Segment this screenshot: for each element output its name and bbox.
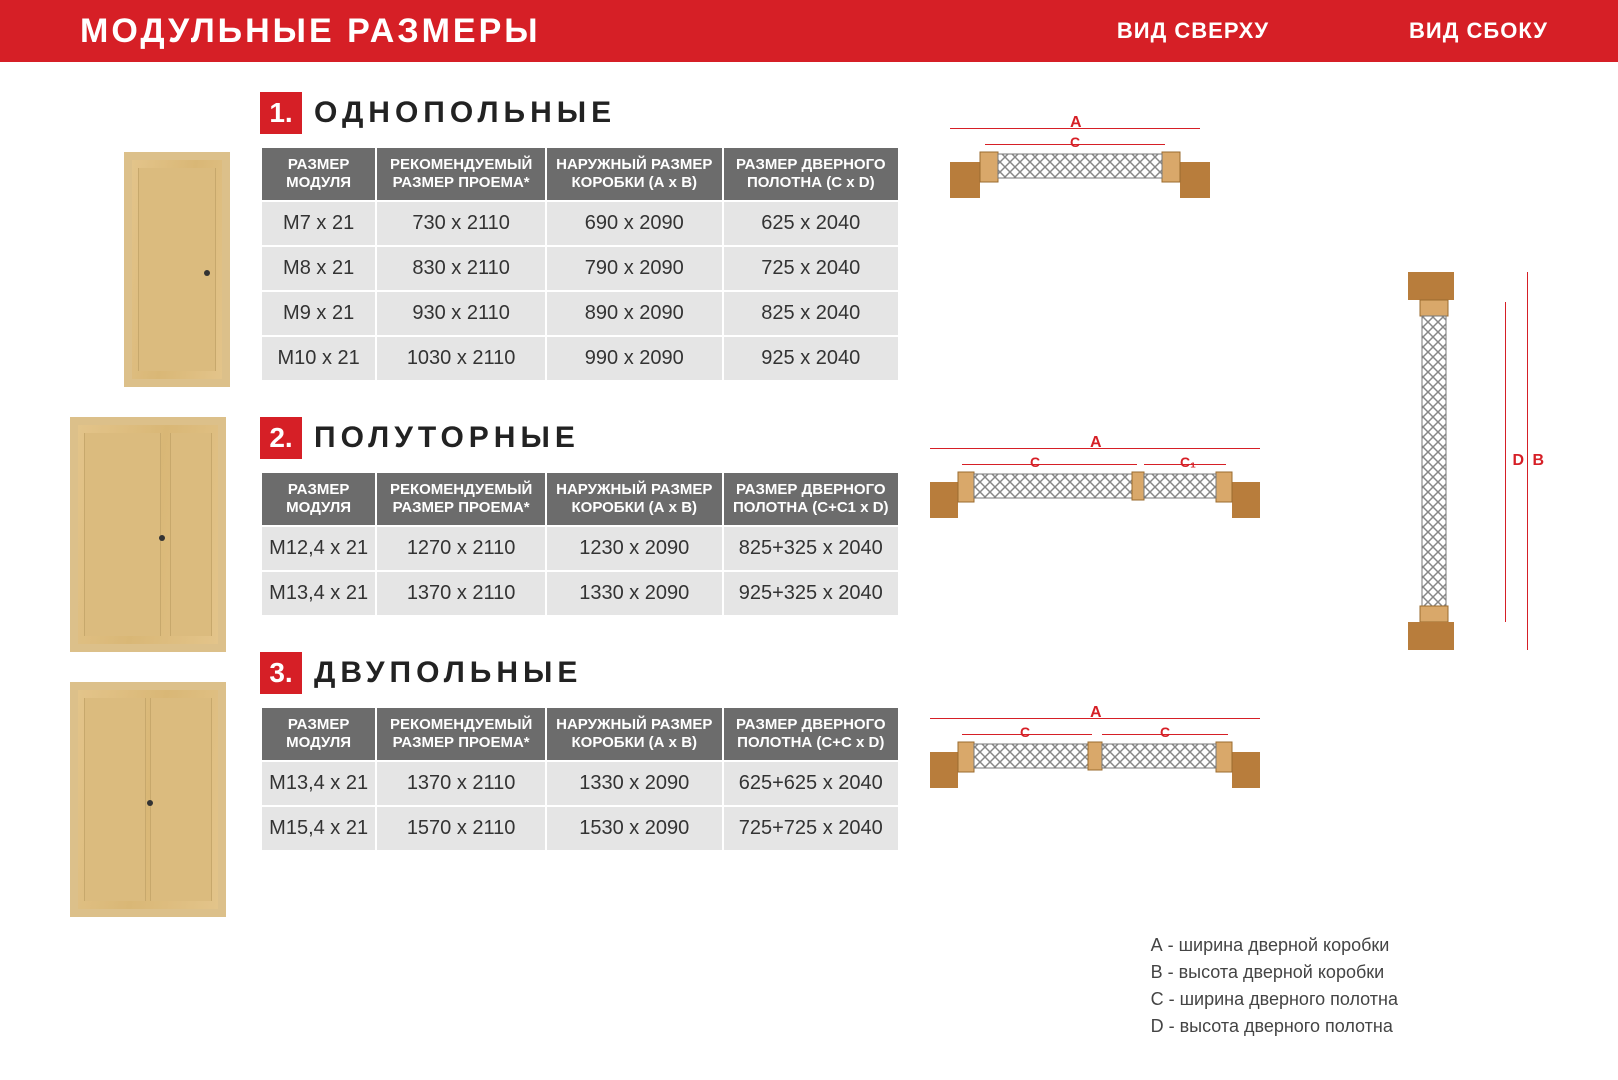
cross-section-double: A C C <box>930 732 1270 797</box>
section-3: 3. ДВУПОЛЬНЫЕ РАЗМЕР МОДУЛЯРЕКОМЕНДУЕМЫЙ Р… <box>260 652 900 852</box>
table-header: НАРУЖНЫЙ РАЗМЕР КОРОБКИ (А х В) <box>547 708 722 760</box>
legend-a: А - ширина дверной коробки <box>1151 932 1398 959</box>
table-cell: 725+725 х 2040 <box>724 807 898 850</box>
section-number: 3. <box>260 652 302 694</box>
legend-d: D - высота дверного полотна <box>1151 1013 1398 1040</box>
door-single-icon <box>124 152 230 387</box>
tables-column: 1.ОДНОПОЛЬНЫЕРАЗМЕР МОДУЛЯРЕКОМЕНДУЕМЫЙ … <box>260 92 900 917</box>
table-row: М12,4 х 211270 х 21101230 х 2090825+325 … <box>262 527 898 570</box>
section-name: ДВУПОЛЬНЫЕ <box>314 656 582 690</box>
table-header: РАЗМЕР МОДУЛЯ <box>262 473 375 525</box>
size-table: РАЗМЕР МОДУЛЯРЕКОМЕНДУЕМЫЙ РАЗМЕР ПРОЕМА… <box>260 471 900 617</box>
table-cell: М9 х 21 <box>262 292 375 335</box>
table-row: М8 х 21830 х 2110790 х 2090725 х 2040 <box>262 247 898 290</box>
table-cell: М13,4 х 21 <box>262 572 375 615</box>
table-cell: 690 х 2090 <box>547 202 722 245</box>
cross-section-side: D B <box>1408 272 1498 657</box>
legend-b: В - высота дверной коробки <box>1151 959 1398 986</box>
table-cell: 1030 х 2110 <box>377 337 545 380</box>
table-header: РАЗМЕР МОДУЛЯ <box>262 708 375 760</box>
section-name: ПОЛУТОРНЫЕ <box>314 421 580 455</box>
table-row: М13,4 х 211370 х 21101330 х 2090625+625 … <box>262 762 898 805</box>
table-cell: М7 х 21 <box>262 202 375 245</box>
section-number: 1. <box>260 92 302 134</box>
door-double-icon <box>70 682 226 917</box>
diagrams-column: A C A C C₁ <box>930 92 1578 917</box>
cross-section-single: A C <box>950 142 1210 207</box>
table-cell: 990 х 2090 <box>547 337 722 380</box>
table-cell: 925+325 х 2040 <box>724 572 898 615</box>
door-thumbnails <box>70 92 230 917</box>
table-cell: 1570 х 2110 <box>377 807 545 850</box>
table-cell: 1230 х 2090 <box>547 527 722 570</box>
header-view-side: ВИД СБОКУ <box>1409 18 1548 44</box>
table-cell: 825 х 2040 <box>724 292 898 335</box>
table-header: РЕКОМЕНДУЕМЫЙ РАЗМЕР ПРОЕМА* <box>377 148 545 200</box>
table-cell: 625+625 х 2040 <box>724 762 898 805</box>
table-cell: 790 х 2090 <box>547 247 722 290</box>
legend-c: С - ширина дверного полотна <box>1151 986 1398 1013</box>
table-row: М10 х 211030 х 2110990 х 2090925 х 2040 <box>262 337 898 380</box>
table-cell: 1270 х 2110 <box>377 527 545 570</box>
table-cell: М13,4 х 21 <box>262 762 375 805</box>
table-cell: 1370 х 2110 <box>377 762 545 805</box>
table-cell: 730 х 2110 <box>377 202 545 245</box>
size-table: РАЗМЕР МОДУЛЯРЕКОМЕНДУЕМЫЙ РАЗМЕР ПРОЕМА… <box>260 706 900 852</box>
section-number: 2. <box>260 417 302 459</box>
header-bar: МОДУЛЬНЫЕ РАЗМЕРЫ ВИД СВЕРХУ ВИД СБОКУ <box>0 0 1618 62</box>
table-cell: 1370 х 2110 <box>377 572 545 615</box>
table-row: М9 х 21930 х 2110890 х 2090825 х 2040 <box>262 292 898 335</box>
section-1: 1. ОДНОПОЛЬНЫЕ РАЗМЕР МОДУЛЯРЕКОМЕНДУЕМЫЙ … <box>260 92 900 382</box>
table-cell: М12,4 х 21 <box>262 527 375 570</box>
page-title: МОДУЛЬНЫЕ РАЗМЕРЫ <box>80 12 1117 51</box>
section-name: ОДНОПОЛЬНЫЕ <box>314 96 616 130</box>
table-cell: 1530 х 2090 <box>547 807 722 850</box>
table-header: РАЗМЕР ДВЕРНОГО ПОЛОТНА (С х D) <box>724 148 898 200</box>
table-header: НАРУЖНЫЙ РАЗМЕР КОРОБКИ (А х В) <box>547 148 722 200</box>
door-onehalf-icon <box>70 417 226 652</box>
table-cell: 825+325 х 2040 <box>724 527 898 570</box>
table-cell: М8 х 21 <box>262 247 375 290</box>
table-header: РАЗМЕР ДВЕРНОГО ПОЛОТНА (С+С х D) <box>724 708 898 760</box>
table-cell: 830 х 2110 <box>377 247 545 290</box>
table-row: М15,4 х 211570 х 21101530 х 2090725+725 … <box>262 807 898 850</box>
size-table: РАЗМЕР МОДУЛЯРЕКОМЕНДУЕМЫЙ РАЗМЕР ПРОЕМА… <box>260 146 900 382</box>
table-cell: 890 х 2090 <box>547 292 722 335</box>
legend: А - ширина дверной коробки В - высота дв… <box>1151 932 1398 1040</box>
table-header: РЕКОМЕНДУЕМЫЙ РАЗМЕР ПРОЕМА* <box>377 473 545 525</box>
table-header: НАРУЖНЫЙ РАЗМЕР КОРОБКИ (А х В) <box>547 473 722 525</box>
table-row: М7 х 21730 х 2110690 х 2090625 х 2040 <box>262 202 898 245</box>
section-2: 2. ПОЛУТОРНЫЕ РАЗМЕР МОДУЛЯРЕКОМЕНДУЕМЫЙ Р… <box>260 417 900 617</box>
cross-section-onehalf: A C C₁ <box>930 462 1270 527</box>
header-view-top: ВИД СВЕРХУ <box>1117 18 1269 44</box>
table-cell: 625 х 2040 <box>724 202 898 245</box>
table-cell: М10 х 21 <box>262 337 375 380</box>
table-header: РЕКОМЕНДУЕМЫЙ РАЗМЕР ПРОЕМА* <box>377 708 545 760</box>
table-cell: М15,4 х 21 <box>262 807 375 850</box>
table-cell: 725 х 2040 <box>724 247 898 290</box>
table-cell: 1330 х 2090 <box>547 762 722 805</box>
table-header: РАЗМЕР МОДУЛЯ <box>262 148 375 200</box>
table-cell: 1330 х 2090 <box>547 572 722 615</box>
table-header: РАЗМЕР ДВЕРНОГО ПОЛОТНА (С+С1 х D) <box>724 473 898 525</box>
table-cell: 930 х 2110 <box>377 292 545 335</box>
table-cell: 925 х 2040 <box>724 337 898 380</box>
table-row: М13,4 х 211370 х 21101330 х 2090925+325 … <box>262 572 898 615</box>
